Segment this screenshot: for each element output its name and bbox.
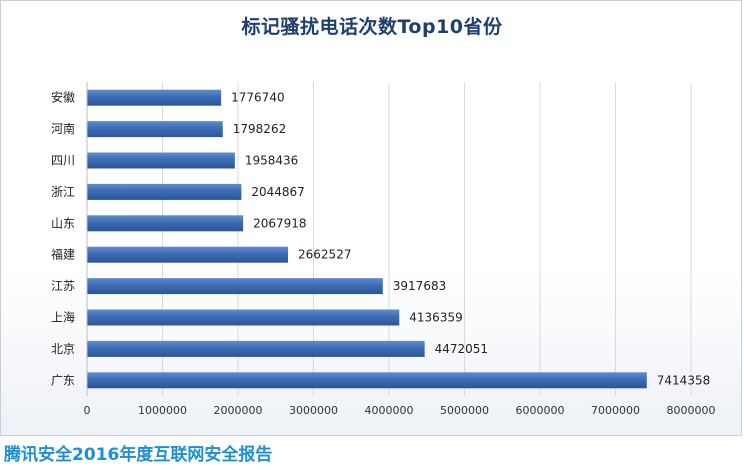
report-footer: 腾讯安全2016年度互联网安全报告 xyxy=(4,445,273,465)
bar-chart: 0 1000000 2000000 3000000 4000000 5000000 6000… xyxy=(51,82,716,417)
bar-3 xyxy=(87,183,242,200)
y-category-label: 广东 xyxy=(51,373,75,387)
y-category-label: 福建 xyxy=(51,247,75,262)
y-category-label: 安徽 xyxy=(51,90,75,105)
y-category-label: 河南 xyxy=(51,121,75,136)
bar-0 xyxy=(87,89,222,106)
data-label: 2044867 xyxy=(251,185,304,199)
data-label: 1776740 xyxy=(231,91,284,105)
data-label: 3917683 xyxy=(393,279,446,293)
x-tick-label: 4000000 xyxy=(365,404,414,417)
data-label: 2067918 xyxy=(253,216,306,230)
y-category-label: 上海 xyxy=(51,310,75,325)
bar-1 xyxy=(87,121,223,138)
x-tick-label: 0 xyxy=(84,404,91,417)
data-label: 4472051 xyxy=(435,342,488,356)
bar-7 xyxy=(87,309,400,326)
data-label: 4136359 xyxy=(409,311,462,325)
bar-9 xyxy=(87,372,647,389)
bar-5 xyxy=(87,246,289,263)
x-tick-label: 7000000 xyxy=(591,404,640,417)
y-category-label: 江苏 xyxy=(51,279,75,293)
bar-4 xyxy=(87,215,244,232)
bar-2 xyxy=(87,152,235,169)
data-label: 1798262 xyxy=(233,122,286,136)
x-tick-label: 8000000 xyxy=(667,404,716,417)
x-tick-label: 5000000 xyxy=(440,404,489,417)
y-category-label: 北京 xyxy=(51,342,75,356)
bar-8 xyxy=(87,340,425,357)
x-tick-label: 2000000 xyxy=(214,404,263,417)
y-category-label: 浙江 xyxy=(51,185,75,199)
x-tick-label: 6000000 xyxy=(516,404,565,417)
chart-title: 标记骚扰电话次数Top10省份 xyxy=(241,16,503,38)
data-label: 1958436 xyxy=(245,154,298,168)
data-label: 7414358 xyxy=(657,373,710,387)
y-category-label: 山东 xyxy=(51,216,75,230)
y-category-label: 四川 xyxy=(51,154,75,168)
data-label: 2662527 xyxy=(298,248,351,262)
x-tick-label: 1000000 xyxy=(138,404,187,417)
x-tick-label: 3000000 xyxy=(289,404,338,417)
bar-6 xyxy=(87,278,383,295)
